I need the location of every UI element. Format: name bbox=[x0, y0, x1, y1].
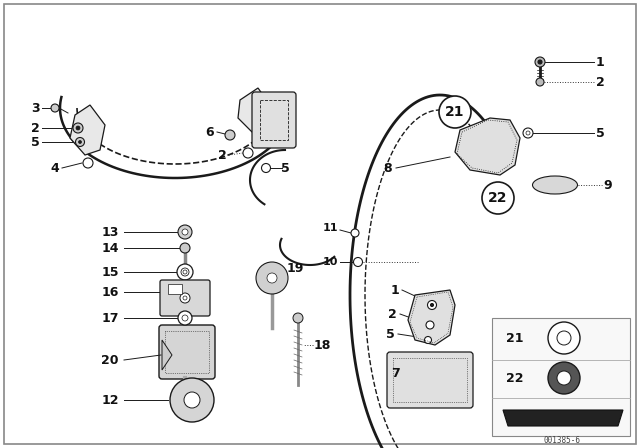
Polygon shape bbox=[70, 105, 105, 155]
FancyBboxPatch shape bbox=[252, 92, 296, 148]
Circle shape bbox=[181, 268, 189, 276]
Circle shape bbox=[523, 128, 533, 138]
Circle shape bbox=[184, 392, 200, 408]
Circle shape bbox=[243, 148, 253, 158]
Circle shape bbox=[548, 362, 580, 394]
Bar bbox=[393, 358, 467, 402]
Ellipse shape bbox=[532, 176, 577, 194]
Circle shape bbox=[170, 378, 214, 422]
Circle shape bbox=[76, 126, 80, 130]
Text: 4: 4 bbox=[51, 161, 60, 175]
Text: 22: 22 bbox=[488, 191, 508, 205]
Bar bbox=[168, 284, 182, 294]
Text: 17: 17 bbox=[101, 311, 119, 324]
Circle shape bbox=[557, 331, 571, 345]
Text: 12: 12 bbox=[101, 393, 119, 406]
Text: 19: 19 bbox=[286, 262, 304, 275]
Text: 2: 2 bbox=[31, 121, 40, 134]
Circle shape bbox=[536, 78, 544, 86]
Circle shape bbox=[351, 229, 359, 237]
Text: 7: 7 bbox=[390, 366, 399, 379]
Polygon shape bbox=[238, 88, 270, 132]
Circle shape bbox=[293, 313, 303, 323]
Circle shape bbox=[431, 303, 433, 306]
Text: 2: 2 bbox=[596, 76, 604, 89]
Text: 22: 22 bbox=[506, 371, 524, 384]
Circle shape bbox=[225, 130, 235, 140]
Circle shape bbox=[79, 141, 81, 143]
Bar bbox=[492, 318, 630, 436]
Text: 15: 15 bbox=[101, 266, 119, 279]
Text: 9: 9 bbox=[604, 178, 612, 191]
Circle shape bbox=[51, 104, 59, 112]
Circle shape bbox=[439, 96, 471, 128]
Text: 8: 8 bbox=[384, 161, 392, 175]
Circle shape bbox=[548, 322, 580, 354]
Circle shape bbox=[538, 60, 542, 64]
Circle shape bbox=[535, 57, 545, 67]
Bar bbox=[165, 331, 209, 373]
Circle shape bbox=[180, 293, 190, 303]
Circle shape bbox=[76, 138, 84, 146]
Text: 16: 16 bbox=[101, 285, 118, 298]
Polygon shape bbox=[162, 340, 172, 370]
Circle shape bbox=[177, 264, 193, 280]
Circle shape bbox=[557, 371, 571, 385]
Circle shape bbox=[424, 336, 431, 344]
Circle shape bbox=[182, 229, 188, 235]
Circle shape bbox=[428, 301, 436, 310]
Text: 21: 21 bbox=[445, 105, 465, 119]
Text: 5: 5 bbox=[31, 135, 40, 148]
Text: 001385-6: 001385-6 bbox=[543, 435, 580, 444]
Circle shape bbox=[262, 164, 271, 172]
Text: 3: 3 bbox=[31, 102, 39, 115]
Circle shape bbox=[83, 158, 93, 168]
FancyBboxPatch shape bbox=[160, 280, 210, 316]
Bar bbox=[260, 100, 288, 140]
Circle shape bbox=[73, 123, 83, 133]
Text: 14: 14 bbox=[101, 241, 119, 254]
Text: 5: 5 bbox=[596, 126, 604, 139]
Text: 21: 21 bbox=[506, 332, 524, 345]
Circle shape bbox=[267, 273, 277, 283]
Text: 2: 2 bbox=[218, 148, 227, 161]
Text: 5: 5 bbox=[280, 161, 289, 175]
Text: 18: 18 bbox=[314, 339, 331, 352]
Polygon shape bbox=[408, 290, 455, 345]
Text: 13: 13 bbox=[101, 225, 118, 238]
Text: 5: 5 bbox=[386, 327, 394, 340]
FancyBboxPatch shape bbox=[159, 325, 215, 379]
Text: 2: 2 bbox=[388, 307, 396, 320]
Circle shape bbox=[180, 243, 190, 253]
FancyBboxPatch shape bbox=[387, 352, 473, 408]
Polygon shape bbox=[455, 118, 520, 175]
Text: 10: 10 bbox=[323, 257, 338, 267]
Polygon shape bbox=[503, 410, 623, 426]
Circle shape bbox=[482, 182, 514, 214]
Circle shape bbox=[353, 258, 362, 267]
Text: 11: 11 bbox=[323, 223, 338, 233]
Circle shape bbox=[178, 225, 192, 239]
Text: 1: 1 bbox=[596, 56, 604, 69]
Text: 6: 6 bbox=[205, 125, 214, 138]
Circle shape bbox=[256, 262, 288, 294]
Circle shape bbox=[178, 311, 192, 325]
Circle shape bbox=[426, 321, 434, 329]
Text: 1: 1 bbox=[390, 284, 399, 297]
Text: 20: 20 bbox=[101, 353, 119, 366]
